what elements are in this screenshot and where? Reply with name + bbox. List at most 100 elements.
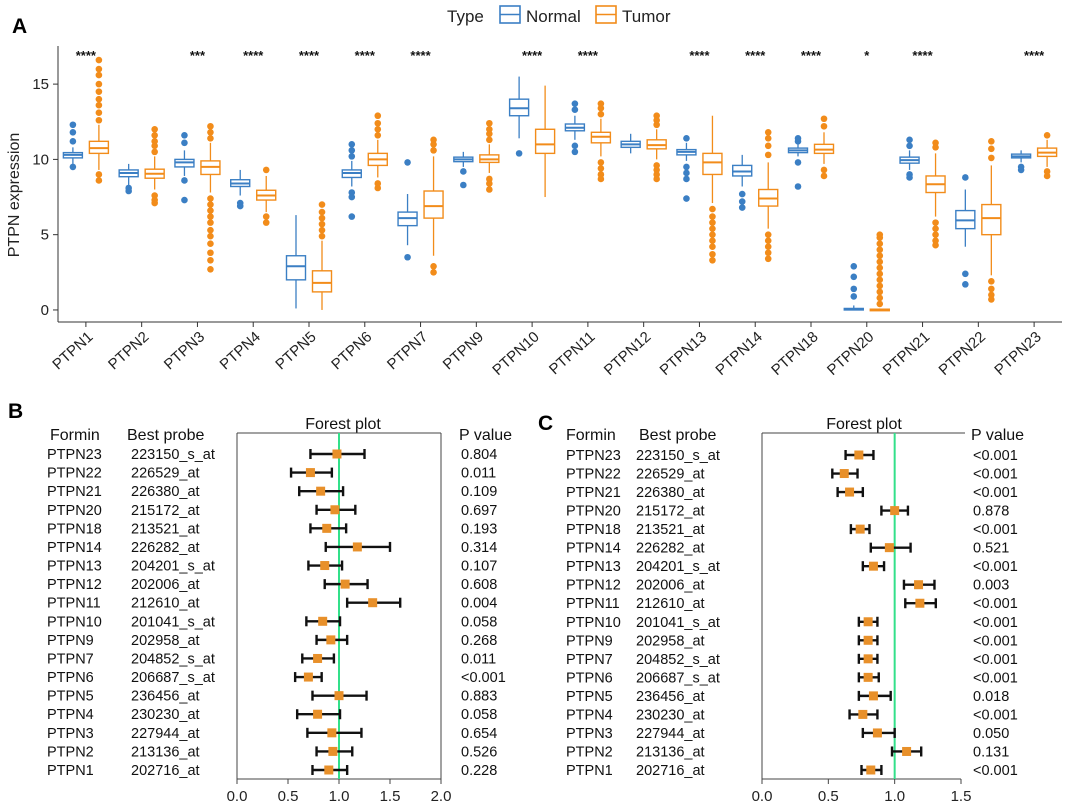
- iqr-box: [534, 128, 556, 155]
- outlier-point: [430, 141, 437, 148]
- significance-label: ****: [689, 48, 710, 63]
- outlier-point: [207, 266, 214, 273]
- outlier-point: [95, 171, 103, 178]
- forest-title-c: Forest plot: [826, 416, 902, 433]
- gene-label: PTPN9: [566, 633, 613, 649]
- point-estimate: [316, 486, 326, 496]
- panel-c-label: C: [538, 412, 553, 435]
- ci-row: [309, 449, 366, 459]
- gene-label: PTPN3: [47, 726, 94, 742]
- outlier-point: [764, 255, 772, 263]
- significance-label: ****: [243, 48, 264, 63]
- outlier-point: [932, 139, 939, 147]
- point-estimate: [327, 728, 337, 738]
- legend: Type Normal Tumor: [447, 5, 671, 26]
- probe-label: 202006_at: [131, 577, 200, 593]
- pvalue-label: 0.131: [973, 744, 1009, 760]
- point-estimate: [863, 654, 873, 664]
- significance-label: ****: [578, 48, 599, 63]
- gene-label: PTPN11: [566, 596, 620, 612]
- outlier-point: [709, 225, 716, 232]
- outlier-point: [876, 300, 884, 308]
- outlier-point: [906, 174, 913, 181]
- probe-header-c: Best probe: [639, 427, 716, 444]
- point-estimate: [334, 691, 344, 701]
- outlier-point: [653, 116, 660, 124]
- probe-label: 206687_s_at: [636, 670, 720, 686]
- outlier-point: [318, 214, 326, 222]
- x-tick-label: 1.5: [380, 788, 401, 805]
- ci-row: [890, 746, 923, 757]
- significance-label: ****: [355, 48, 376, 63]
- outlier-point: [181, 139, 188, 147]
- point-estimate: [313, 653, 323, 663]
- outlier-point: [906, 142, 913, 150]
- outlier-point: [988, 145, 995, 153]
- box-normal: [564, 100, 586, 156]
- ci-row: [849, 524, 871, 535]
- outlier-point: [932, 219, 939, 226]
- point-estimate: [340, 579, 350, 589]
- box-normal: [955, 174, 976, 288]
- outlier-point: [709, 256, 716, 264]
- outlier-point: [207, 122, 214, 130]
- pvalue-label: <0.001: [973, 448, 1018, 464]
- ci-row: [857, 690, 892, 701]
- gene-label: PTPN18: [566, 522, 621, 538]
- probe-label: 204852_s_at: [636, 652, 720, 668]
- x-tick-label: 0.5: [278, 788, 299, 805]
- outlier-point: [460, 181, 467, 189]
- x-tick-label: PTPN2: [105, 328, 152, 373]
- outlier-point: [348, 153, 356, 160]
- point-estimate: [320, 561, 330, 571]
- outlier-point: [764, 135, 772, 142]
- ci-row: [844, 450, 875, 460]
- ci-row: [880, 505, 910, 516]
- pvalue-header-b: P value: [459, 427, 512, 444]
- outlier-point: [988, 285, 995, 293]
- ci-row: [309, 523, 348, 534]
- point-estimate: [318, 616, 328, 626]
- outlier-point: [988, 278, 995, 285]
- outlier-point: [207, 128, 214, 136]
- outlier-point: [932, 231, 939, 238]
- x-tick-label: PTPN21: [880, 328, 934, 379]
- outlier-point: [709, 231, 716, 238]
- probe-label: 227944_at: [131, 726, 200, 742]
- pvalue-label: 0.193: [461, 521, 497, 537]
- ci-row: [324, 541, 392, 552]
- box-normal: [787, 135, 809, 190]
- box-normal: [899, 136, 920, 181]
- outlier-point: [876, 240, 884, 248]
- outlier-point: [1043, 172, 1051, 180]
- outlier-point: [653, 171, 660, 178]
- pvalue-label: 0.011: [461, 651, 496, 667]
- outlier-point: [318, 226, 326, 234]
- box-normal: [843, 262, 864, 311]
- point-estimate: [328, 746, 338, 756]
- ci-row: [861, 561, 886, 572]
- outlier-point: [207, 213, 214, 220]
- box-tumor: [981, 138, 1002, 303]
- outlier-point: [764, 142, 772, 150]
- point-estimate: [863, 617, 873, 627]
- gene-label: PTPN11: [47, 596, 101, 612]
- box-tumor: [534, 85, 556, 198]
- box-tumor: [88, 56, 110, 184]
- pvalue-label: 0.003: [973, 578, 1009, 594]
- box-normal: [508, 76, 530, 157]
- outlier-point: [709, 237, 716, 244]
- ci-row: [305, 616, 342, 627]
- pvalue-label: <0.001: [973, 615, 1018, 631]
- outlier-point: [820, 122, 828, 130]
- pvalue-label: 0.011: [461, 466, 496, 482]
- outlier-point: [125, 184, 132, 192]
- point-estimate: [839, 469, 849, 479]
- outlier-point: [207, 226, 214, 234]
- gene-label: PTPN7: [566, 652, 613, 668]
- formin-header-b: Formin: [50, 427, 100, 444]
- outlier-point: [151, 138, 158, 145]
- pvalue-label: <0.001: [973, 670, 1018, 686]
- gene-label: PTPN4: [47, 707, 94, 723]
